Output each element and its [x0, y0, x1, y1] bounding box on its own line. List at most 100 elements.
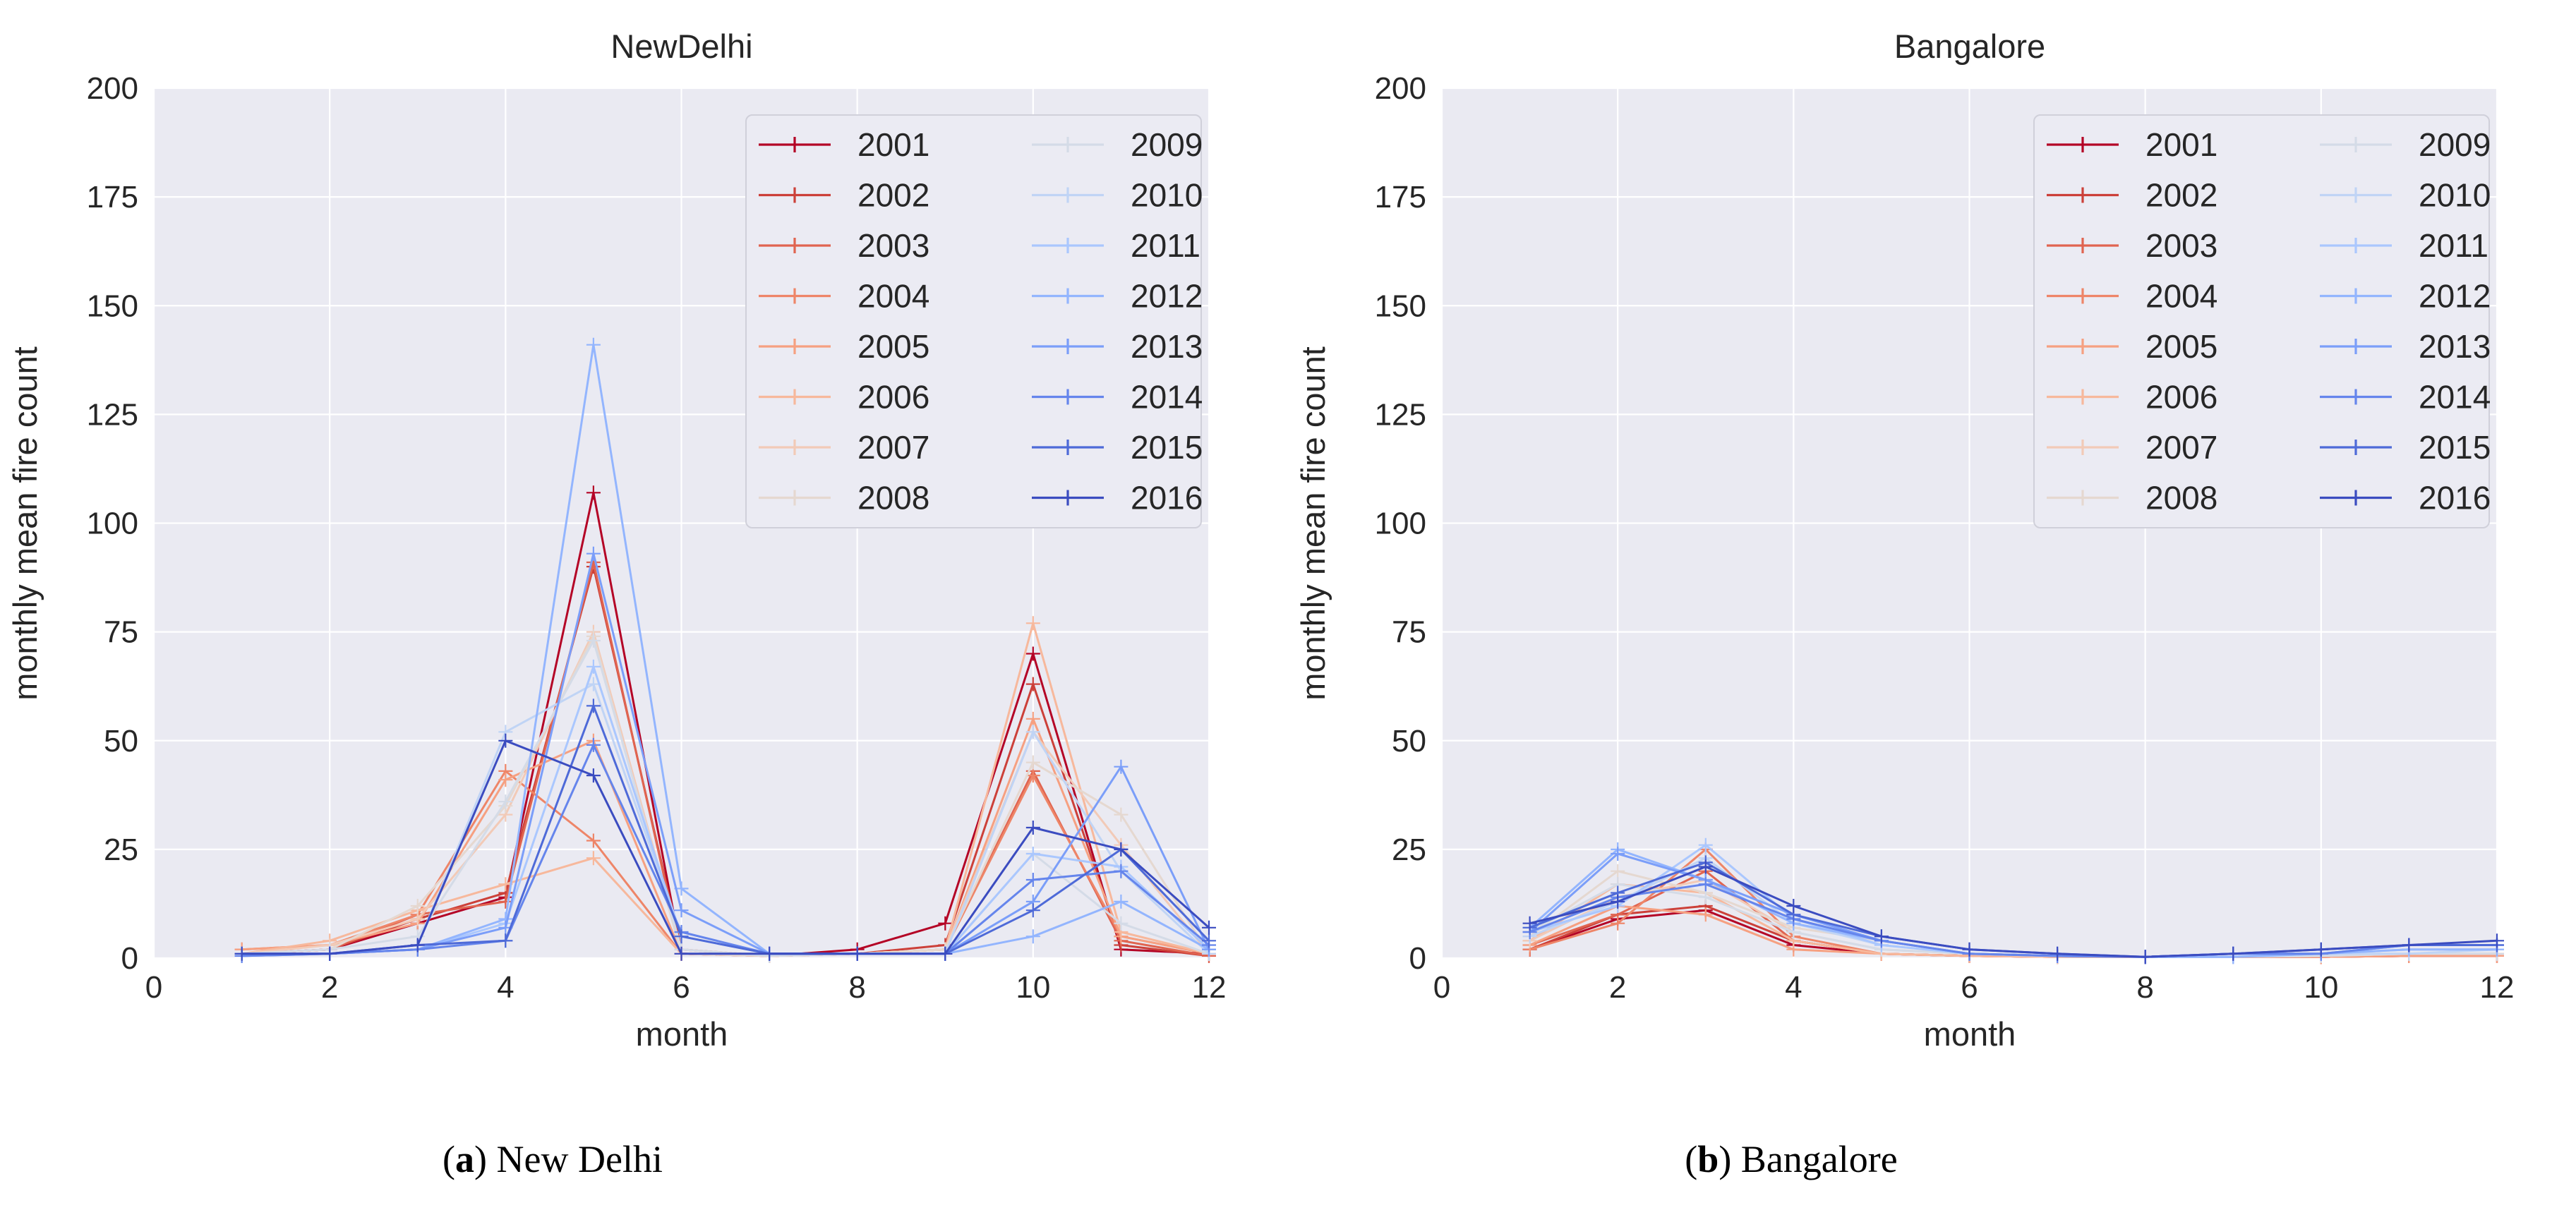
legend-marker-2013: [1032, 339, 1104, 354]
legend-label-2003: 2003: [857, 227, 929, 264]
caption-open-paren: (: [443, 1138, 456, 1180]
y-tick-label: 50: [104, 724, 138, 758]
caption-letter-b: b: [1697, 1138, 1719, 1180]
y-tick-label: 125: [1375, 397, 1426, 432]
legend-label-2013: 2013: [2419, 328, 2491, 365]
x-tick-label: 6: [673, 970, 690, 1005]
y-tick-label: 75: [104, 615, 138, 650]
legend-label-2001: 2001: [2145, 126, 2217, 163]
legend-marker-2007: [2047, 440, 2119, 455]
x-tick-label: 4: [1785, 970, 1802, 1005]
legend-label-2016: 2016: [1131, 480, 1203, 516]
legend-marker-2008: [2047, 490, 2119, 506]
caption-letter-a: a: [455, 1138, 475, 1180]
x-tick-label: 8: [848, 970, 865, 1005]
y-tick-label: 150: [87, 289, 138, 323]
legend-marker-2014: [2320, 389, 2392, 405]
y-tick-label: 150: [1375, 289, 1426, 323]
legend-label-2008: 2008: [2145, 480, 2217, 516]
legend-label-2005: 2005: [857, 328, 929, 365]
y-tick-label: 100: [87, 507, 138, 541]
y-tick-label: 25: [1392, 833, 1426, 867]
legend-label-2004: 2004: [2145, 278, 2217, 315]
caption-text-bangalore: Bangalore: [1731, 1138, 1898, 1180]
series-line-2014: [1529, 883, 2497, 958]
x-tick-label: 12: [2480, 970, 2515, 1005]
legend-marker-2004: [2047, 288, 2119, 304]
legend-label-2010: 2010: [1131, 177, 1203, 214]
x-tick-label: 2: [1609, 970, 1626, 1005]
legend-label-2009: 2009: [1131, 126, 1203, 163]
legend-label-2009: 2009: [2419, 126, 2491, 163]
panel-newdelhi: 2001 2002 2003 2004 2005 2006 2007 2008 2009 2010…: [0, 0, 1288, 1058]
legend-marker-2009: [2320, 137, 2392, 152]
chart-title: NewDelhi: [610, 28, 752, 65]
legend-label-2002: 2002: [2145, 177, 2217, 214]
legend-marker-2006: [759, 389, 831, 405]
legend-label-2011: 2011: [2419, 227, 2488, 264]
legend-box: [2033, 114, 2490, 528]
legend-marker-2006: [2047, 389, 2119, 405]
legend-label-2002: 2002: [857, 177, 929, 214]
y-axis-label: monthly mean fire count: [1294, 346, 1332, 701]
x-tick-label: 6: [1961, 970, 1978, 1005]
x-tick-label: 0: [145, 970, 162, 1005]
legend-label-2015: 2015: [2419, 429, 2491, 466]
y-tick-label: 175: [1375, 180, 1426, 214]
x-tick-label: 4: [497, 970, 514, 1005]
legend-label-2006: 2006: [857, 379, 929, 416]
y-tick-label: 50: [1392, 724, 1426, 758]
y-tick-label: 175: [87, 180, 138, 214]
legend-marker-2015: [1032, 440, 1104, 455]
legend-marker-2010: [1032, 187, 1104, 203]
legend-label-2014: 2014: [2419, 379, 2491, 416]
legend-marker-2012: [2320, 288, 2392, 304]
y-tick-label: 75: [1392, 615, 1426, 650]
legend-label-2006: 2006: [2145, 379, 2217, 416]
legend-label-2007: 2007: [2145, 429, 2217, 466]
y-tick-label: 200: [87, 71, 138, 106]
legend-marker-2008: [759, 490, 831, 506]
y-tick-label: 0: [121, 941, 138, 976]
y-tick-label: 25: [104, 833, 138, 867]
x-tick-label: 12: [1192, 970, 1227, 1005]
legend-label-2011: 2011: [1131, 227, 1200, 264]
caption-close-paren: ): [1719, 1138, 1732, 1180]
legend-label-2004: 2004: [857, 278, 929, 315]
legend-label-2010: 2010: [2419, 177, 2491, 214]
legend-label-2001: 2001: [857, 126, 929, 163]
legend-marker-2010: [2320, 187, 2392, 203]
y-tick-label: 100: [1375, 507, 1426, 541]
legend-marker-2015: [2320, 440, 2392, 455]
x-tick-label: 0: [1433, 970, 1450, 1005]
legend-label-2003: 2003: [2145, 227, 2217, 264]
legend-marker-2005: [2047, 339, 2119, 354]
y-tick-label: 0: [1409, 941, 1426, 976]
x-tick-label: 10: [2304, 970, 2338, 1005]
legend-marker-2002: [759, 187, 831, 203]
x-tick-label: 2: [321, 970, 338, 1005]
legend-marker-2001: [759, 137, 831, 152]
series-line-2014: [241, 744, 1210, 957]
legend-marker-2007: [759, 440, 831, 455]
legend-marker-2005: [759, 339, 831, 354]
legend-marker-2014: [1032, 389, 1104, 405]
legend-marker-2002: [2047, 187, 2119, 203]
legend-marker-2011: [2320, 238, 2392, 253]
series-line-2016: [241, 739, 1210, 955]
legend-label-2012: 2012: [2419, 278, 2491, 315]
series-line-2008: [241, 635, 1210, 957]
legend-marker-2016: [2320, 490, 2392, 506]
legend-label-2013: 2013: [1131, 328, 1203, 365]
bangalore-chart-canvas: 2001200220032004200520062007200820092010…: [1294, 28, 2515, 1053]
x-axis-label: month: [1924, 1015, 2016, 1053]
x-tick-label: 8: [2136, 970, 2153, 1005]
series-markers-2016: [234, 733, 1216, 961]
legend-label-2008: 2008: [857, 480, 929, 516]
legend-label-2014: 2014: [1131, 379, 1203, 416]
y-tick-label: 200: [1375, 71, 1426, 106]
legend-label-2007: 2007: [857, 429, 929, 466]
legend-label-2016: 2016: [2419, 480, 2491, 516]
legend-label-2005: 2005: [2145, 328, 2217, 365]
legend-marker-2001: [2047, 137, 2119, 152]
